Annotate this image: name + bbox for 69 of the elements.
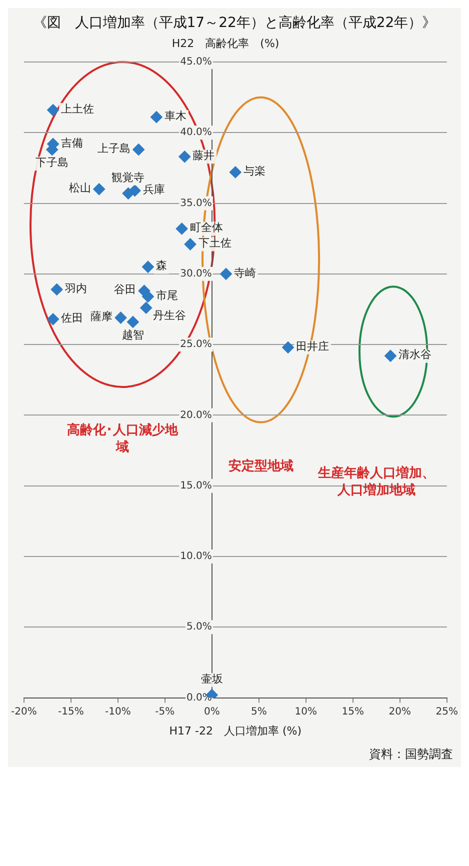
annotation: 清水谷	[398, 348, 432, 362]
y-tick-label: 35.0%	[180, 198, 212, 209]
x-tick-label: 15%	[342, 706, 364, 718]
annotation: 佐田	[61, 312, 84, 325]
annotation: 上子島	[98, 142, 131, 155]
point	[126, 316, 139, 328]
annotation: 市尾	[156, 288, 178, 302]
y-tick-label: 30.0%	[180, 268, 212, 280]
annotation: 観覚寺	[112, 170, 145, 184]
annotation: 町全体	[190, 221, 223, 234]
annotation: 森	[156, 259, 167, 272]
point	[282, 341, 294, 354]
annotation: 下子島	[36, 156, 69, 169]
annotation: 越智	[122, 328, 144, 342]
annotation: 丹生谷	[153, 309, 186, 322]
y-tick-label: 40.0%	[180, 127, 212, 138]
y-tick-label: 45.0%	[180, 56, 212, 68]
x-tick-label: 20%	[388, 706, 412, 718]
y-tick-label: 5.0%	[186, 622, 212, 633]
x-tick-label: 10%	[294, 706, 318, 718]
y-tick-label: 15.0%	[180, 480, 212, 492]
annotation: 壷坂	[200, 672, 223, 686]
x-axis-title: H17 -22 人口増加率 (%)	[169, 724, 302, 738]
annotation: 松山	[69, 182, 92, 195]
point	[114, 312, 127, 324]
point	[140, 302, 152, 314]
annotation: 高齢化･人口減少地域	[66, 422, 180, 456]
point	[93, 183, 106, 196]
annotation: 羽内	[64, 282, 87, 295]
point	[184, 238, 196, 250]
y-tick-label: 20.0%	[180, 410, 212, 421]
annotation: 与楽	[243, 164, 266, 178]
annotation: 吉備	[61, 136, 84, 150]
x-tick-label: -20%	[10, 706, 37, 718]
annotation: 薩摩	[90, 310, 113, 324]
point	[50, 283, 63, 296]
annotation: 寺崎	[234, 266, 256, 280]
annotation: 兵庫	[142, 182, 165, 196]
y-axis-title: H22 高齢化率 (%)	[170, 36, 280, 52]
point	[220, 268, 232, 280]
annotation: 藤井	[192, 149, 215, 162]
point	[138, 284, 150, 297]
chart-title: 《図 人口増加率（平成17～22年）と高齢化率（平成22年）》	[32, 14, 438, 33]
annotation: 安定型地域	[228, 458, 294, 474]
y-tick-label: 25.0%	[180, 339, 212, 350]
point	[142, 260, 154, 273]
x-tick-label: 25%	[436, 706, 458, 718]
x-tick-label: -15%	[58, 706, 84, 718]
annotation: 生産年齢人口増加、人口増加地域	[316, 464, 436, 499]
y-tick-label: 10.0%	[180, 551, 212, 562]
annotation: 上土佐	[61, 102, 94, 116]
point	[229, 166, 242, 178]
point	[47, 104, 60, 116]
annotation: 田井庄	[296, 340, 330, 353]
point	[132, 144, 145, 156]
point	[47, 313, 60, 326]
point	[178, 150, 191, 163]
x-tick-label: -5%	[155, 706, 175, 718]
annotation: 車木	[164, 109, 186, 122]
annotation: 下土佐	[198, 236, 232, 250]
x-tick-label: 0%	[204, 706, 220, 718]
text: 資料：国勢調査	[368, 746, 454, 763]
point	[122, 187, 134, 200]
x-tick-label: -10%	[104, 706, 131, 718]
x-tick-label: 5%	[250, 706, 267, 718]
point	[384, 350, 396, 362]
annotation: 谷田	[114, 283, 136, 296]
point	[150, 111, 162, 124]
point	[176, 222, 188, 235]
